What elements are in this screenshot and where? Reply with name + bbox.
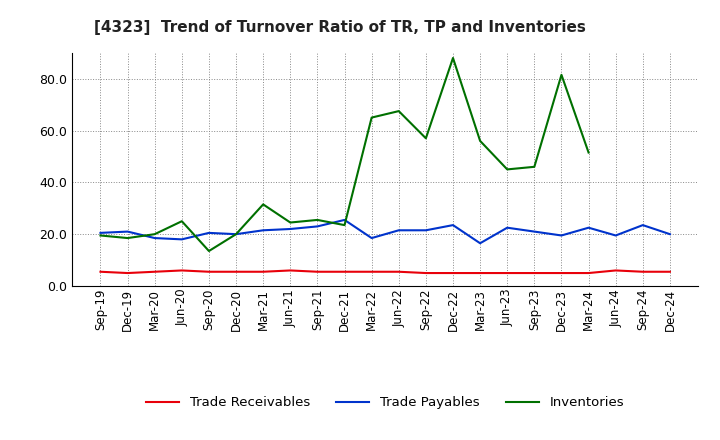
Trade Receivables	[204, 269, 213, 275]
Trade Receivables	[178, 268, 186, 273]
Trade Receivables	[96, 269, 105, 275]
Trade Receivables	[286, 268, 294, 273]
Trade Receivables	[259, 269, 268, 275]
Inventories	[584, 150, 593, 155]
Trade Payables	[665, 231, 674, 237]
Trade Receivables	[150, 269, 159, 275]
Inventories	[557, 72, 566, 77]
Trade Receivables	[503, 271, 511, 276]
Line: Trade Receivables: Trade Receivables	[101, 271, 670, 273]
Inventories	[530, 164, 539, 169]
Trade Payables	[639, 223, 647, 228]
Trade Receivables	[367, 269, 376, 275]
Text: [4323]  Trend of Turnover Ratio of TR, TP and Inventories: [4323] Trend of Turnover Ratio of TR, TP…	[94, 20, 585, 35]
Trade Payables	[96, 230, 105, 235]
Trade Payables	[232, 231, 240, 237]
Trade Payables	[530, 229, 539, 234]
Trade Payables	[150, 235, 159, 241]
Trade Payables	[395, 227, 403, 233]
Trade Payables	[123, 229, 132, 234]
Line: Inventories: Inventories	[101, 58, 588, 251]
Trade Receivables	[665, 269, 674, 275]
Trade Payables	[259, 227, 268, 233]
Trade Receivables	[421, 271, 430, 276]
Trade Payables	[178, 237, 186, 242]
Inventories	[259, 202, 268, 207]
Trade Receivables	[123, 271, 132, 276]
Trade Receivables	[232, 269, 240, 275]
Trade Receivables	[476, 271, 485, 276]
Trade Payables	[584, 225, 593, 231]
Inventories	[123, 235, 132, 241]
Trade Receivables	[449, 271, 457, 276]
Trade Receivables	[341, 269, 349, 275]
Trade Payables	[449, 223, 457, 228]
Trade Payables	[341, 217, 349, 223]
Inventories	[232, 231, 240, 237]
Inventories	[449, 55, 457, 61]
Trade Payables	[557, 233, 566, 238]
Trade Payables	[503, 225, 511, 231]
Inventories	[341, 223, 349, 228]
Trade Receivables	[530, 271, 539, 276]
Inventories	[421, 136, 430, 141]
Inventories	[96, 233, 105, 238]
Trade Payables	[476, 241, 485, 246]
Inventories	[395, 108, 403, 114]
Inventories	[150, 231, 159, 237]
Trade Payables	[286, 226, 294, 231]
Trade Receivables	[611, 268, 620, 273]
Trade Payables	[611, 233, 620, 238]
Trade Payables	[313, 224, 322, 229]
Trade Payables	[421, 227, 430, 233]
Inventories	[476, 138, 485, 143]
Inventories	[367, 115, 376, 120]
Inventories	[313, 217, 322, 223]
Trade Receivables	[584, 271, 593, 276]
Trade Receivables	[557, 271, 566, 276]
Inventories	[286, 220, 294, 225]
Trade Receivables	[395, 269, 403, 275]
Inventories	[503, 167, 511, 172]
Line: Trade Payables: Trade Payables	[101, 220, 670, 243]
Inventories	[204, 248, 213, 253]
Inventories	[178, 219, 186, 224]
Trade Payables	[204, 230, 213, 235]
Trade Receivables	[639, 269, 647, 275]
Legend: Trade Receivables, Trade Payables, Inventories: Trade Receivables, Trade Payables, Inven…	[141, 391, 629, 414]
Trade Payables	[367, 235, 376, 241]
Trade Receivables	[313, 269, 322, 275]
